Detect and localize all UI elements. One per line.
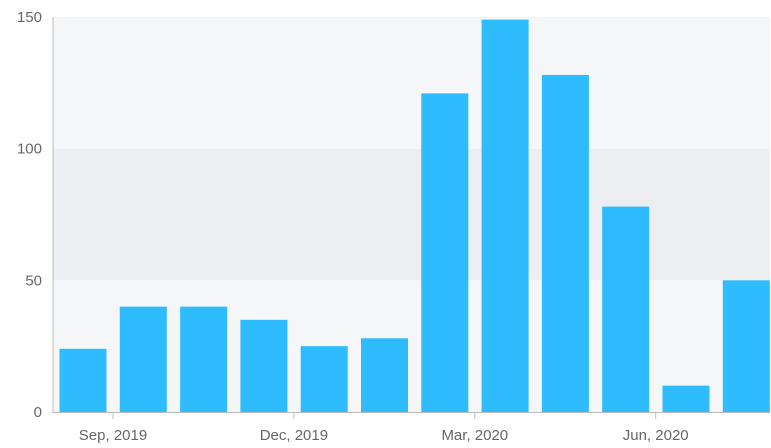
x-tick-label-2019-12: Dec, 2019 <box>260 427 328 444</box>
bar-2020-04[interactable] <box>481 19 529 413</box>
bar-2020-03[interactable] <box>421 93 469 412</box>
y-tick-label-150: 150 <box>17 9 42 26</box>
x-tick-label-2020-06: Jun, 2020 <box>623 427 689 444</box>
bar-2019-11[interactable] <box>180 306 228 412</box>
plot-background-bands <box>53 17 770 412</box>
plot-band-1 <box>53 148 770 281</box>
bar-2019-12[interactable] <box>240 319 288 412</box>
y-tick-label-50: 50 <box>25 272 42 289</box>
bar-2019-10[interactable] <box>119 306 167 412</box>
bar-2020-05[interactable] <box>541 74 589 412</box>
bar-2019-09[interactable] <box>59 348 107 412</box>
bar-2020-06[interactable] <box>602 206 650 412</box>
x-tick-labels: Sep, 2019 Dec, 2019 Mar, 2020 Jun, 2020 <box>79 427 689 444</box>
x-tick-label-2020-03: Mar, 2020 <box>441 427 508 444</box>
bar-2020-02[interactable] <box>361 338 408 412</box>
x-tick-label-2019-09: Sep, 2019 <box>79 427 147 444</box>
axes <box>52 17 770 419</box>
y-tick-label-0: 0 <box>34 404 42 421</box>
bars <box>59 19 770 413</box>
plot-band-0 <box>53 280 770 412</box>
y-tick-labels: 0 50 100 150 <box>17 9 42 421</box>
bar-2020-01[interactable] <box>300 346 348 412</box>
y-tick-label-100: 100 <box>17 141 42 158</box>
bar-2020-07[interactable] <box>662 385 710 412</box>
bar-2020-08[interactable] <box>722 280 770 412</box>
plot-band-2 <box>53 17 770 149</box>
